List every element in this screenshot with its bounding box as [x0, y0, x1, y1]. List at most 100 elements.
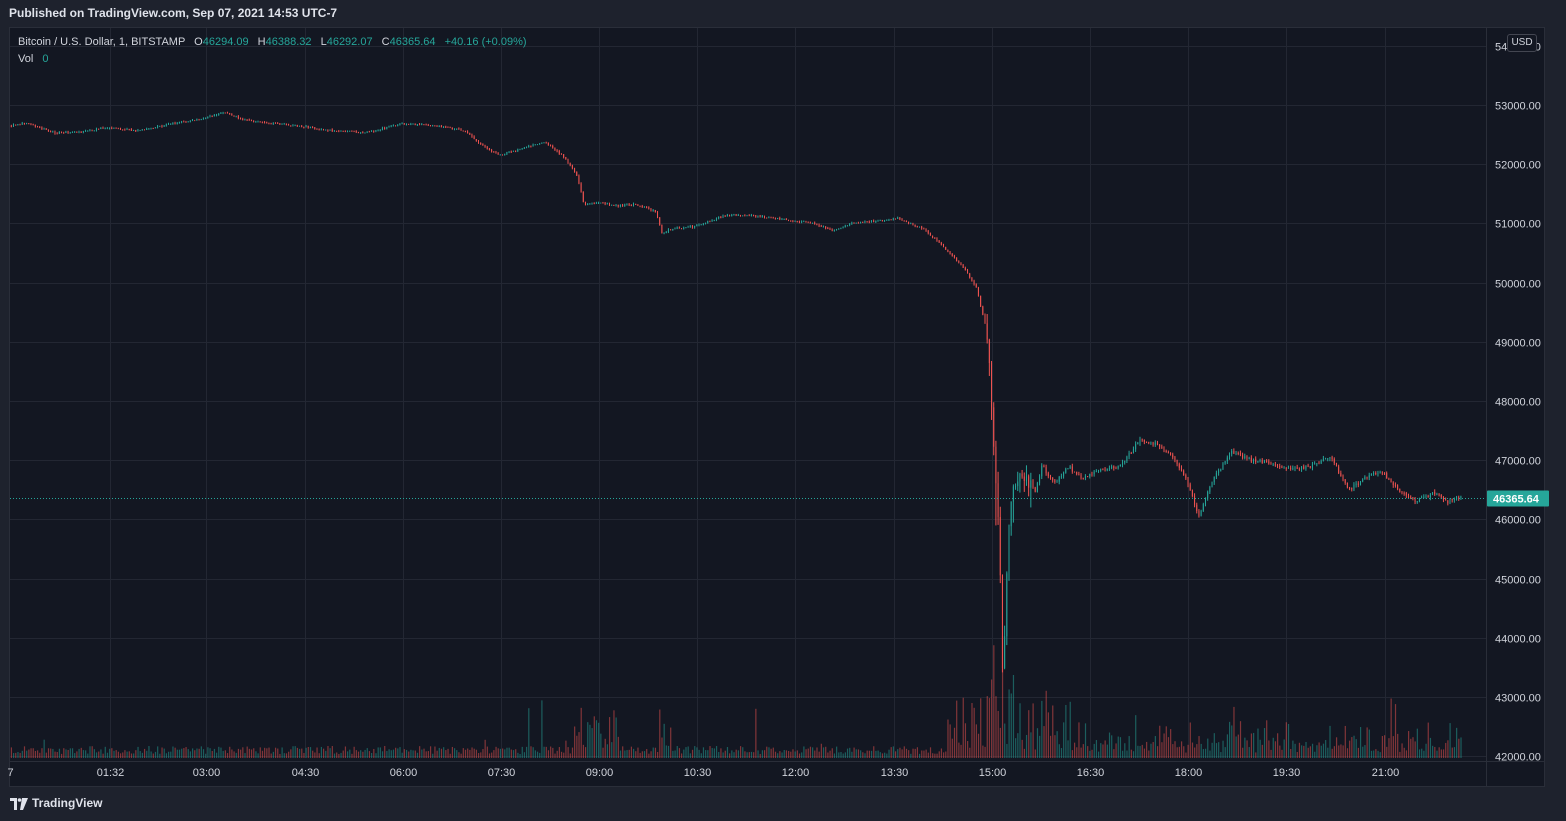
volume-bar	[613, 710, 615, 758]
volume-bar	[1198, 736, 1200, 758]
candle-body	[1222, 463, 1224, 470]
candle-body	[218, 113, 220, 115]
volume-bar	[130, 753, 133, 758]
candle-body	[1047, 473, 1049, 477]
volume-bar	[279, 753, 281, 758]
volume-bar	[563, 752, 565, 758]
volume-bar	[1087, 746, 1089, 758]
candle-body	[1102, 469, 1104, 471]
candle-body	[1438, 494, 1440, 496]
volume-bar	[1220, 752, 1222, 758]
volume-bar	[52, 748, 54, 758]
candle-body	[517, 149, 519, 152]
tradingview-logo[interactable]: TradingView	[10, 796, 102, 810]
volume-bar	[242, 747, 244, 758]
volume-bar	[274, 747, 277, 758]
volume-bar	[410, 749, 412, 758]
volume-bar	[1346, 748, 1349, 758]
volume-bar	[405, 749, 408, 758]
candle-body	[344, 131, 346, 133]
candle-body	[1069, 466, 1071, 469]
volume-bar	[399, 747, 401, 758]
candle-body	[1006, 573, 1008, 637]
volume-bar	[1287, 723, 1290, 758]
candle-body	[818, 224, 820, 226]
volume-bar	[135, 750, 137, 758]
volume-bar	[870, 750, 873, 758]
time-tick-label: 7	[7, 767, 13, 779]
candle-body	[903, 220, 905, 222]
last-price-label: 46365.64	[1493, 494, 1540, 506]
candle-body	[1237, 452, 1239, 454]
volume-bar	[615, 717, 617, 758]
volume-bar	[288, 751, 290, 758]
candle-body	[381, 127, 383, 130]
volume-bar	[1015, 738, 1017, 758]
volume-bar	[1281, 749, 1283, 758]
volume-bar	[200, 746, 202, 758]
candle-body	[292, 125, 294, 127]
candle-body	[1412, 497, 1414, 499]
volume-bar	[10, 747, 13, 758]
volume-bar	[667, 745, 670, 758]
volume-bar	[873, 746, 875, 758]
volume-bar	[687, 746, 689, 758]
candle-body	[139, 130, 141, 132]
currency-button[interactable]: USD	[1507, 34, 1537, 52]
volume-bar	[927, 752, 929, 758]
volume-bar	[137, 746, 139, 758]
volume-bar	[1161, 742, 1163, 758]
candle-body	[1001, 575, 1003, 669]
candle-body	[161, 125, 163, 127]
volume-bar	[272, 751, 274, 758]
candle-body	[1318, 463, 1320, 465]
volume-bar	[67, 749, 69, 758]
candle-body	[34, 125, 36, 127]
volume-bar	[357, 751, 360, 758]
volume-bar	[611, 742, 613, 758]
volume-bar	[866, 750, 868, 758]
volume-bar	[543, 746, 545, 758]
candle-body	[851, 222, 853, 224]
legend-change-value: +40.16 (+0.09%)	[444, 36, 527, 48]
volume-bar	[1370, 750, 1373, 758]
candle-body	[65, 131, 67, 133]
volume-bar	[222, 750, 224, 758]
candle-body	[608, 203, 610, 206]
volume-bar	[1285, 722, 1287, 758]
candle-body	[1279, 466, 1281, 468]
candle-body	[491, 149, 493, 152]
volume-bar	[347, 751, 349, 758]
volume-bar	[95, 752, 98, 758]
candle-body	[1314, 463, 1316, 465]
volume-bar	[836, 746, 838, 758]
candle-body	[912, 223, 914, 225]
volume-bar	[635, 751, 637, 758]
volume-bar	[1200, 743, 1202, 758]
chart-frame[interactable]	[9, 27, 1545, 787]
volume-bar	[211, 750, 213, 758]
candle-body	[486, 147, 488, 149]
candle-body	[726, 214, 728, 217]
volume-bar	[862, 752, 864, 758]
candle-body	[423, 124, 425, 126]
volume-bar	[665, 745, 667, 758]
candle-body	[39, 127, 41, 129]
volume-bar	[1425, 743, 1427, 758]
candle-body	[1137, 443, 1139, 445]
candle-body	[1414, 498, 1416, 503]
legend-open-value: 46294.09	[202, 36, 249, 48]
volume-bar	[578, 732, 580, 758]
candle-body	[1163, 446, 1165, 451]
volume-bar	[1100, 743, 1102, 758]
volume-bar	[905, 748, 908, 758]
candle-body	[1108, 468, 1110, 470]
volume-bar	[34, 750, 37, 758]
candle-body	[1021, 473, 1023, 477]
volume-bar	[429, 746, 432, 758]
candle-body	[1381, 472, 1383, 474]
candle-body	[744, 215, 746, 217]
volume-bar	[325, 750, 327, 758]
candle-body	[1445, 499, 1447, 501]
